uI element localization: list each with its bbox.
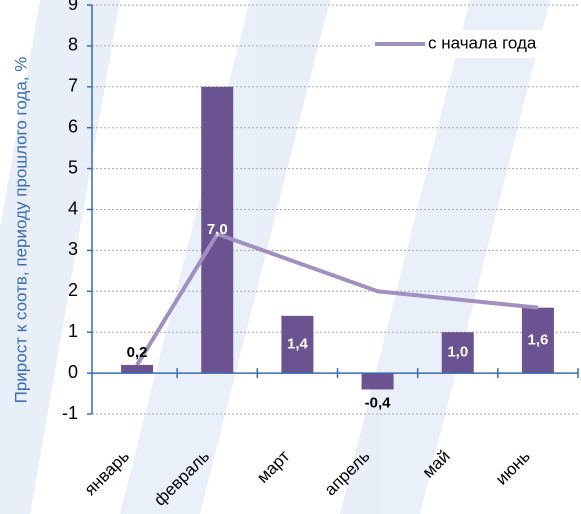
y-tick-label: 7 — [68, 76, 78, 96]
y-tick-label: 6 — [68, 116, 78, 136]
y-tick-label: 4 — [68, 198, 78, 218]
bar — [121, 364, 154, 374]
data-label: 1,6 — [527, 331, 548, 348]
y-tick-label: 8 — [68, 35, 78, 55]
bar — [201, 86, 234, 374]
data-label: 1,0 — [447, 344, 468, 361]
data-label: 7,0 — [207, 221, 228, 238]
data-label: 1,4 — [287, 335, 309, 352]
bar — [361, 373, 394, 390]
x-tick-label: июнь — [492, 446, 534, 488]
watermark — [0, 0, 550, 514]
y-tick-label: -1 — [62, 403, 78, 423]
data-label: -0,4 — [365, 394, 392, 411]
data-label: 0,2 — [127, 344, 148, 361]
y-tick-label: 1 — [68, 321, 78, 341]
y-tick-label: 0 — [68, 362, 78, 382]
y-tick-label: 5 — [68, 157, 78, 177]
legend-label: с начала года — [428, 33, 537, 52]
y-axis-label: Прирост к соотв, периоду прошлого года, … — [11, 57, 30, 404]
y-tick-label: 3 — [68, 239, 78, 259]
bar — [521, 307, 554, 374]
watermark-stroke — [0, 0, 120, 514]
bar — [281, 315, 314, 374]
y-tick-label: 2 — [68, 280, 78, 300]
line-series — [135, 231, 539, 366]
y-tick-label: 9 — [68, 0, 78, 14]
x-tick-label: январь — [81, 446, 134, 499]
watermark-stroke — [340, 0, 550, 514]
x-tick-label: март — [253, 446, 293, 486]
bar — [441, 332, 474, 374]
